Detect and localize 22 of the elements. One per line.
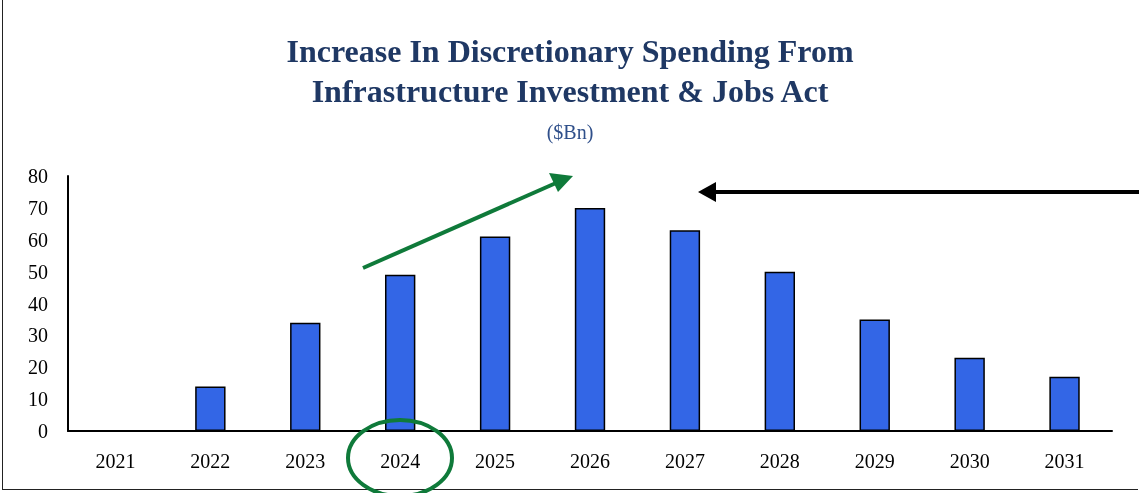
- y-tick-label: 30: [28, 324, 48, 347]
- x-tick-label: 2021: [95, 450, 136, 472]
- chart-subtitle: ($Bn): [546, 121, 594, 144]
- chart-title: Increase In Discretionary Spending From Infrastructure Investment & Jobs Act: [286, 33, 854, 109]
- y-tick-label: 80: [28, 165, 48, 187]
- x-tick-label: 2029: [854, 450, 895, 472]
- y-tick-label: 0: [38, 420, 48, 442]
- y-tick-label: 10: [28, 388, 48, 411]
- y-tick-label: 40: [28, 292, 48, 315]
- y-tick-label: 50: [28, 260, 48, 283]
- x-tick-label: 2028: [759, 450, 800, 472]
- x-tick-label: 2025: [475, 450, 516, 472]
- x-tick-label: 2030: [949, 450, 990, 472]
- x-tick-label: 2031: [1044, 450, 1085, 472]
- x-tick-label: 2024: [380, 450, 421, 472]
- x-tick-label: 2023: [285, 450, 326, 472]
- x-tick-label: 2022: [190, 450, 231, 472]
- y-tick-label: 70: [28, 196, 48, 219]
- x-tick-label: 2027: [664, 450, 705, 472]
- x-tick-label: 2026: [570, 450, 610, 472]
- y-tick-label: 20: [28, 356, 48, 379]
- y-tick-label: 60: [28, 228, 48, 251]
